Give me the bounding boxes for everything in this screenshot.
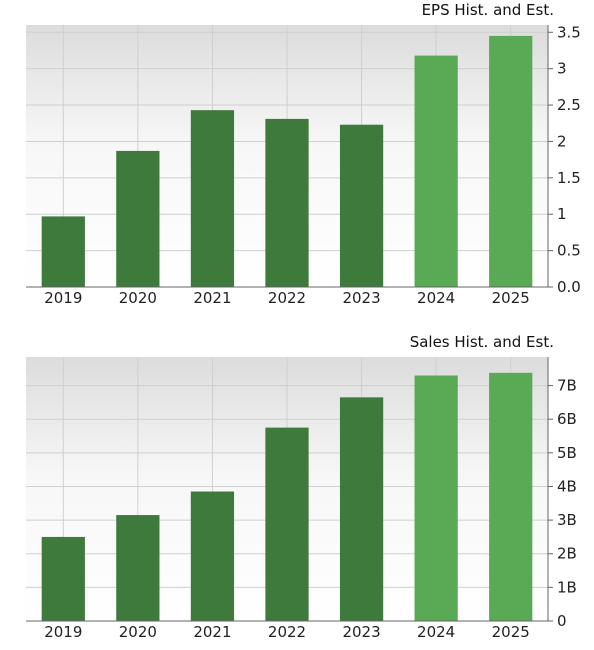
- eps-y-tick-label: 1: [557, 205, 567, 223]
- eps-bar-2023: [339, 124, 384, 287]
- eps-y-tick-label: 2.5: [557, 96, 581, 114]
- eps-x-tick-label: 2023: [342, 289, 380, 307]
- eps-y-tick-label: 3: [557, 60, 567, 78]
- sales-y-tick-label: 6B: [557, 410, 577, 428]
- sales-x-tick-label: 2020: [119, 623, 157, 641]
- sales-y-tick-label: 4B: [557, 477, 577, 495]
- sales-bar-2020: [116, 515, 160, 621]
- eps-x-tick-label: 2019: [44, 289, 82, 307]
- sales-bar-2019: [41, 536, 85, 621]
- eps-y-tick-label: 1.5: [557, 169, 581, 187]
- sales-bar-2021: [190, 491, 235, 621]
- eps-x-tick-label: 2024: [417, 289, 455, 307]
- sales-y-tick-label: 2B: [557, 545, 577, 563]
- sales-x-tick-label: 2021: [193, 623, 231, 641]
- sales-y-tick-label: 5B: [557, 444, 577, 462]
- sales-y-tick-label: 3B: [557, 511, 577, 529]
- sales-chart: 0 1B 2B 3B 4B 5B 6B 7B 2019 2020 2021 2022 2023 2024 2…: [26, 357, 577, 641]
- eps-bar-2021: [190, 110, 235, 288]
- eps-chart: 0.0 0.5 1 1.5 2 2.5 3 3.5 2019 2020 2021 2022 2023 20…: [26, 23, 581, 307]
- eps-bar-2022: [265, 118, 309, 287]
- sales-bar-2024: [414, 375, 458, 621]
- eps-bar-2025: [489, 35, 533, 287]
- sales-x-tick-label: 2019: [44, 623, 82, 641]
- eps-bar-2020: [116, 150, 160, 287]
- eps-x-tick-label: 2025: [492, 289, 530, 307]
- eps-y-tick-label: 3.5: [557, 23, 581, 41]
- eps-y-tick-label: 2: [557, 132, 567, 150]
- sales-x-tick-label: 2024: [417, 623, 455, 641]
- eps-x-tick-label: 2020: [119, 289, 157, 307]
- eps-bar-2019: [41, 216, 85, 287]
- eps-y-tick-label: 0.0: [557, 278, 581, 296]
- eps-x-tick-label: 2022: [268, 289, 306, 307]
- sales-bar-2023: [339, 397, 384, 621]
- sales-x-tick-label: 2022: [268, 623, 306, 641]
- eps-chart-title: EPS Hist. and Est.: [421, 1, 554, 19]
- sales-bar-2022: [265, 427, 309, 621]
- sales-y-tick-label: 0: [557, 612, 567, 630]
- eps-x-tick-label: 2021: [193, 289, 231, 307]
- sales-x-tick-label: 2025: [492, 623, 530, 641]
- sales-chart-title: Sales Hist. and Est.: [409, 333, 554, 351]
- eps-bar-2024: [414, 55, 458, 287]
- eps-y-tick-label: 0.5: [557, 242, 581, 260]
- sales-bar-2025: [489, 372, 533, 621]
- sales-y-tick-label: 7B: [557, 377, 577, 395]
- sales-x-tick-label: 2023: [342, 623, 380, 641]
- sales-y-tick-label: 1B: [557, 578, 577, 596]
